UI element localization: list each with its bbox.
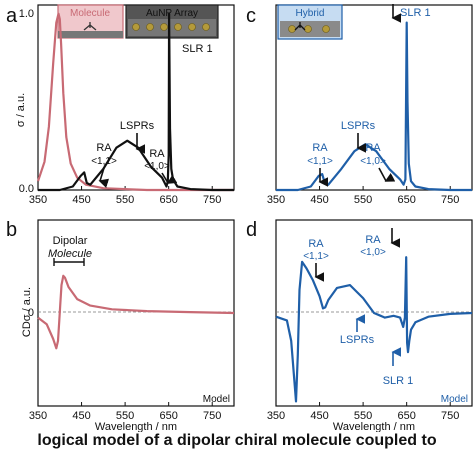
curves-d [275, 256, 473, 403]
panel-a: a σ / a.u. 350 450 550 650 750 0.0 1.0 Molec… [6, 4, 235, 206]
panel-letter-c: c [246, 5, 256, 27]
lsprs-label-d: LSPRs [340, 334, 375, 346]
ra11-label-top-d: RA [308, 238, 324, 250]
lsprs-label-a: LSPRs [120, 120, 155, 132]
x-tick-label: 650 [159, 194, 177, 206]
y-axis-label-a: σ / a.u. [15, 93, 27, 127]
y-tick-label: 0.0 [19, 183, 34, 195]
series-line-molecule [36, 12, 234, 192]
x-ticks-c: 350 450 550 650 750 [267, 186, 459, 206]
ra11-label-bottom-d: <1,1> [303, 251, 329, 262]
x-tick-label: 650 [397, 194, 415, 206]
slr1-label-d: SLR 1 [383, 375, 414, 387]
molecule-legend-label: Molecule [70, 8, 110, 19]
plot-frame-c [275, 4, 473, 191]
x-axis-label-d: Wavelength / nm [333, 421, 415, 432]
chiral-molecule-icon [83, 22, 97, 31]
panel-c: c 350 450 550 650 750 Hybrid SLR 1 LSPRs RA … [246, 4, 473, 206]
panel-b: b CDσ / a.u. 0 350 450 550 650 750 Dipolar M… [6, 219, 235, 432]
x-ticks-d [275, 402, 451, 406]
figure: a σ / a.u. 350 450 550 650 750 0.0 1.0 Molec… [6, 4, 473, 432]
slr1-label-c: SLR 1 [400, 7, 431, 19]
ra10-label-top-c: RA [365, 142, 381, 154]
hybrid-legend-label: Hybrid [296, 8, 325, 19]
dipolar-bracket [53, 258, 85, 266]
x-tick-label: 750 [441, 410, 459, 422]
ra10-arrow-a [161, 172, 178, 184]
x-tick-label: 750 [441, 194, 459, 206]
x-tick-labels-b: 350 450 550 650 750 [29, 410, 222, 422]
nanoparticle-array-icon [132, 23, 210, 31]
x-tick-label: 350 [267, 410, 285, 422]
model-label-b: Model [203, 394, 230, 405]
ra11-arrow-a [98, 167, 110, 188]
x-ticks-a: 350 450 550 650 750 [29, 186, 221, 206]
figure-caption: logical model of a dipolar chiral molecu… [37, 433, 437, 449]
x-tick-label: 550 [116, 410, 134, 422]
lsprs-label-c: LSPRs [341, 120, 376, 132]
x-tick-label: 550 [354, 194, 372, 206]
x-tick-labels-d: 350 450 550 650 750 [267, 410, 460, 422]
model-label-d: Model [441, 394, 468, 405]
dipolar-label: Dipolar [53, 235, 88, 247]
series-line-aunp-array [38, 12, 234, 192]
ra10-label-bottom-a: <1,0> [144, 161, 170, 172]
panel-letter-b: b [6, 219, 17, 241]
panel-letter-d: d [246, 219, 257, 241]
panel-letter-a: a [6, 5, 18, 27]
ra10-arrow-c [378, 167, 396, 182]
x-tick-label: 550 [116, 194, 134, 206]
molecule-label-b: Molecule [48, 248, 92, 260]
ra10-label-top-d: RA [365, 234, 381, 246]
x-axis-label-b: Wavelength / nm [95, 421, 177, 432]
x-tick-label: 450 [72, 194, 90, 206]
molecule-legend-base [58, 31, 123, 38]
ra10-label-bottom-c: <1,0> [360, 156, 386, 167]
ra11-label-top-c: RA [312, 142, 328, 154]
series-line-molecule [37, 274, 235, 350]
x-tick-label: 750 [203, 410, 221, 422]
x-tick-label: 450 [72, 410, 90, 422]
ra11-label-bottom-a: <1,1> [91, 156, 117, 167]
hybrid-system-icon [288, 22, 330, 33]
ra11-label-bottom-c: <1,1> [307, 156, 333, 167]
ra11-label-top-a: RA [96, 142, 112, 154]
curves-a [36, 12, 234, 192]
y-axis-label-b: CDσ / a.u. [21, 287, 33, 337]
series-line-hybrid [276, 21, 472, 192]
slr1-label-a: SLR 1 [182, 43, 213, 55]
y-tick-label: 1.0 [19, 8, 34, 20]
ra10-label-bottom-d: <1,0> [360, 247, 386, 258]
x-tick-label: 350 [29, 194, 47, 206]
ra10-label-top-a: RA [149, 148, 165, 160]
curves-b [37, 274, 235, 350]
x-tick-label: 650 [397, 410, 415, 422]
x-tick-label: 650 [159, 410, 177, 422]
x-tick-label: 450 [310, 194, 328, 206]
array-legend-label: AuNP Array [146, 8, 198, 19]
x-tick-label: 450 [310, 410, 328, 422]
y-tick-label: 0 [28, 307, 34, 319]
series-line-hybrid [275, 256, 473, 403]
x-tick-label: 350 [267, 194, 285, 206]
x-tick-label: 350 [29, 410, 47, 422]
curves-c [276, 21, 472, 192]
x-ticks-b [37, 402, 213, 406]
x-tick-label: 550 [354, 410, 372, 422]
x-tick-label: 750 [203, 194, 221, 206]
panel-d: d 350 450 550 650 750 RA <1,1> RA <1,0> LSPR… [246, 219, 473, 432]
